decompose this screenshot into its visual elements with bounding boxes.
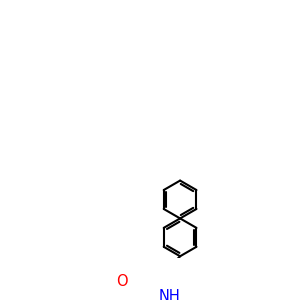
Text: NH: NH xyxy=(159,289,180,300)
Text: O: O xyxy=(116,274,128,290)
